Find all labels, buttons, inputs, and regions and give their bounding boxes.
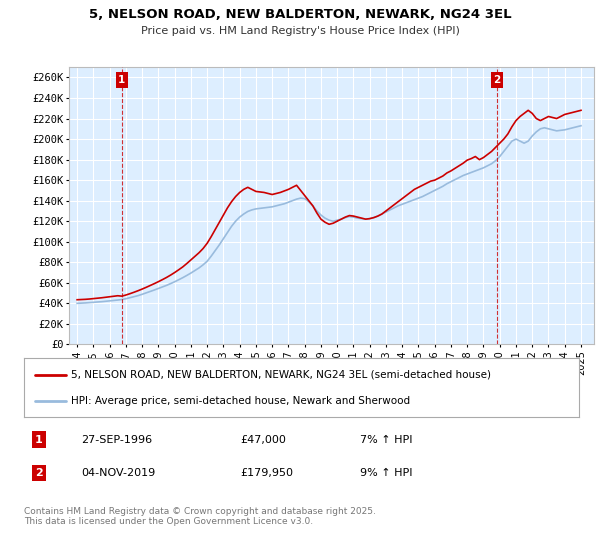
Text: 2: 2 (493, 75, 500, 85)
Text: Price paid vs. HM Land Registry's House Price Index (HPI): Price paid vs. HM Land Registry's House … (140, 26, 460, 36)
Text: 27-SEP-1996: 27-SEP-1996 (81, 435, 152, 445)
Text: 7% ↑ HPI: 7% ↑ HPI (360, 435, 413, 445)
Text: HPI: Average price, semi-detached house, Newark and Sherwood: HPI: Average price, semi-detached house,… (71, 396, 410, 407)
Text: 5, NELSON ROAD, NEW BALDERTON, NEWARK, NG24 3EL: 5, NELSON ROAD, NEW BALDERTON, NEWARK, N… (89, 8, 511, 21)
Text: 04-NOV-2019: 04-NOV-2019 (81, 468, 155, 478)
Text: 9% ↑ HPI: 9% ↑ HPI (360, 468, 413, 478)
Text: 1: 1 (35, 435, 43, 445)
Text: 5, NELSON ROAD, NEW BALDERTON, NEWARK, NG24 3EL (semi-detached house): 5, NELSON ROAD, NEW BALDERTON, NEWARK, N… (71, 370, 491, 380)
Text: Contains HM Land Registry data © Crown copyright and database right 2025.
This d: Contains HM Land Registry data © Crown c… (24, 507, 376, 526)
Text: 1: 1 (118, 75, 125, 85)
Text: 2: 2 (35, 468, 43, 478)
Text: £47,000: £47,000 (240, 435, 286, 445)
Text: £179,950: £179,950 (240, 468, 293, 478)
